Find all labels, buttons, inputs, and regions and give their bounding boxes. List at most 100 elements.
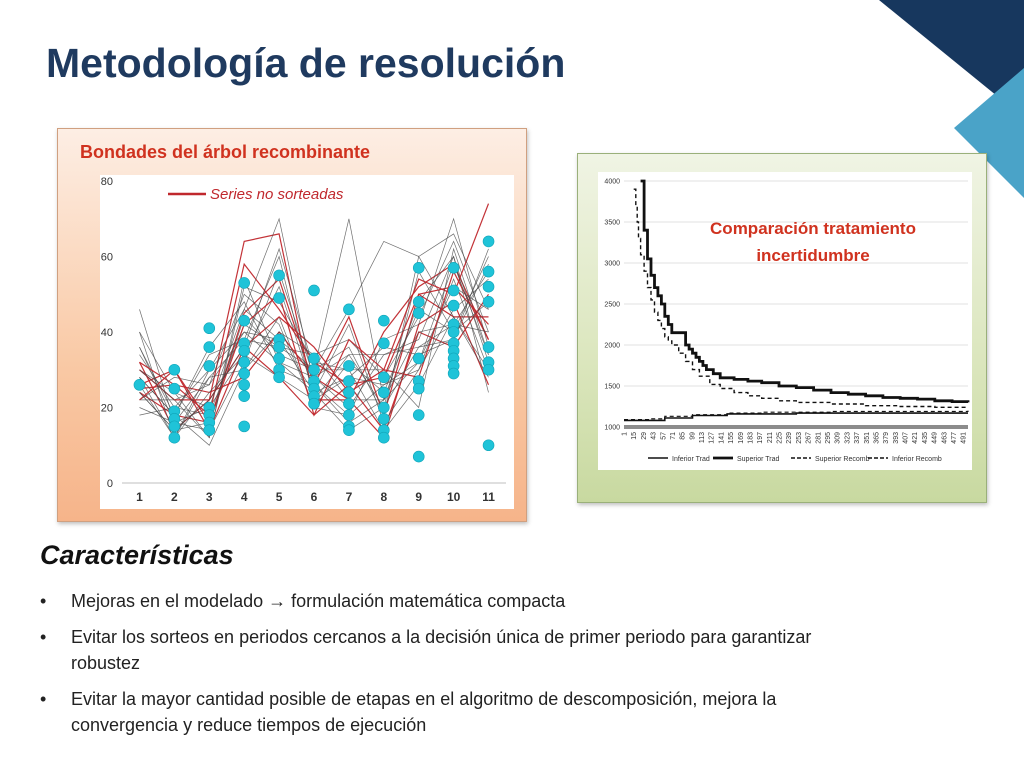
x-tick-label: 15 bbox=[631, 432, 638, 440]
data-point-marker bbox=[343, 360, 355, 372]
characteristics-heading: Características bbox=[40, 540, 234, 570]
data-point-marker bbox=[168, 420, 181, 433]
x-tick-label: 3 bbox=[206, 490, 213, 504]
x-tick-label: 421 bbox=[912, 432, 919, 444]
characteristics-list: • Mejoras en el modelado → formulación m… bbox=[40, 588, 870, 748]
data-point-marker bbox=[412, 450, 425, 463]
data-point-marker bbox=[308, 363, 320, 376]
data-point-marker bbox=[238, 390, 250, 402]
y-tick-label: 80 bbox=[101, 176, 113, 188]
data-point-marker bbox=[133, 379, 146, 391]
x-tick-label: 449 bbox=[932, 432, 939, 444]
x-tick-label: 71 bbox=[670, 432, 677, 440]
x-tick-label: 4 bbox=[241, 490, 248, 504]
x-tick-label: 9 bbox=[415, 490, 422, 504]
data-point-marker bbox=[308, 397, 320, 410]
data-point-marker bbox=[482, 265, 495, 278]
bullet-text-part-2: formulación matemática compacta bbox=[286, 591, 566, 611]
right-chart-area: 1000 1500 2000 2500 3000 3500 4000 1 15 29 43 57 71 8… bbox=[598, 172, 972, 470]
data-point-marker bbox=[308, 284, 320, 297]
data-point-marker bbox=[203, 360, 216, 372]
data-point-marker bbox=[238, 277, 250, 289]
data-point-marker bbox=[238, 379, 250, 391]
y-tick-label: 0 bbox=[107, 478, 113, 490]
data-point-marker bbox=[447, 284, 460, 297]
x-tick-label: 10 bbox=[447, 490, 461, 504]
x-tick-label: 183 bbox=[747, 432, 754, 444]
data-point-marker bbox=[238, 367, 250, 380]
x-tick-label: 253 bbox=[796, 432, 803, 444]
x-tick-label: 225 bbox=[777, 432, 784, 444]
data-point-marker bbox=[378, 386, 390, 399]
data-point-marker bbox=[203, 341, 216, 353]
data-point-marker bbox=[203, 322, 216, 335]
y-tick-label: 4000 bbox=[604, 179, 620, 186]
data-point-marker bbox=[447, 326, 460, 338]
data-point-marker bbox=[238, 314, 250, 327]
bullet-item: • Evitar los sorteos en periodos cercano… bbox=[40, 624, 870, 676]
legend-label: Inferior Recomb bbox=[892, 456, 942, 463]
x-tick-label: 435 bbox=[922, 432, 929, 444]
data-point-marker bbox=[273, 352, 285, 365]
data-point-marker bbox=[482, 296, 495, 308]
x-tick-label: 211 bbox=[767, 432, 774, 443]
x-tick-label: 351 bbox=[864, 432, 871, 444]
y-tick-label: 2000 bbox=[604, 343, 620, 350]
legend-label: Superior Recomb bbox=[815, 456, 870, 463]
data-point-marker bbox=[273, 269, 285, 282]
left-panel-heading: Bondades del árbol recombinante bbox=[80, 142, 371, 162]
series-line bbox=[640, 179, 970, 403]
data-point-marker bbox=[482, 235, 495, 248]
bullet-text: Evitar la mayor cantidad posible de etap… bbox=[71, 689, 777, 735]
y-tick-label: 3500 bbox=[604, 220, 620, 227]
data-point-marker bbox=[343, 303, 355, 316]
right-heading-line-1: Comparación tratamiento bbox=[710, 219, 916, 238]
data-point-marker bbox=[343, 424, 355, 436]
data-point-marker bbox=[378, 314, 390, 327]
data-point-marker bbox=[378, 401, 390, 414]
x-tick-label: 379 bbox=[883, 432, 890, 444]
x-tick-label: 365 bbox=[873, 432, 880, 444]
data-point-marker bbox=[378, 337, 390, 350]
x-tick-label: 239 bbox=[786, 432, 793, 444]
data-point-marker bbox=[168, 382, 181, 395]
data-point-marker bbox=[412, 262, 425, 274]
data-point-marker bbox=[238, 345, 250, 357]
x-tick-label: 127 bbox=[709, 432, 716, 444]
legend-label: Series no sorteadas bbox=[210, 186, 344, 203]
x-tick-label: 8 bbox=[380, 490, 387, 504]
y-tick-label: 60 bbox=[101, 252, 113, 264]
x-tick-label: 169 bbox=[738, 432, 745, 444]
corner-dark-band bbox=[879, 0, 1024, 118]
x-tick-label: 477 bbox=[951, 432, 958, 444]
data-point-marker bbox=[482, 280, 495, 293]
data-point-marker bbox=[378, 431, 390, 444]
bullet-text-part-1: Mejoras en el modelado bbox=[71, 591, 269, 611]
x-tick-label: 323 bbox=[844, 432, 851, 444]
x-tick-label: 1 bbox=[136, 490, 143, 504]
bullet-text: Evitar los sorteos en periodos cercanos … bbox=[71, 627, 812, 673]
x-tick-label: 113 bbox=[699, 432, 706, 443]
y-tick-label: 20 bbox=[101, 403, 113, 415]
series-line bbox=[624, 412, 968, 422]
x-tick-label: 2 bbox=[171, 490, 178, 504]
data-point-marker bbox=[203, 424, 216, 436]
x-tick-label: 407 bbox=[903, 432, 910, 444]
data-point-marker bbox=[238, 356, 250, 368]
x-tick-label: 491 bbox=[961, 432, 968, 444]
series-line bbox=[624, 410, 969, 421]
data-point-marker bbox=[168, 431, 181, 444]
x-tick-label: 99 bbox=[689, 432, 696, 440]
x-tick-label: 309 bbox=[835, 432, 842, 444]
x-tick-label: 57 bbox=[660, 432, 667, 440]
bullet-marker: • bbox=[40, 627, 47, 647]
x-tick-label: 463 bbox=[941, 432, 948, 444]
data-point-marker bbox=[412, 382, 425, 395]
data-point-marker bbox=[482, 341, 495, 353]
bullet-marker: • bbox=[40, 689, 47, 709]
x-tick-label: 6 bbox=[311, 490, 318, 504]
data-point-marker bbox=[168, 363, 181, 376]
x-tick-label: 11 bbox=[482, 490, 495, 504]
y-tick-label: 3000 bbox=[604, 261, 620, 268]
x-tick-label: 43 bbox=[651, 432, 658, 440]
